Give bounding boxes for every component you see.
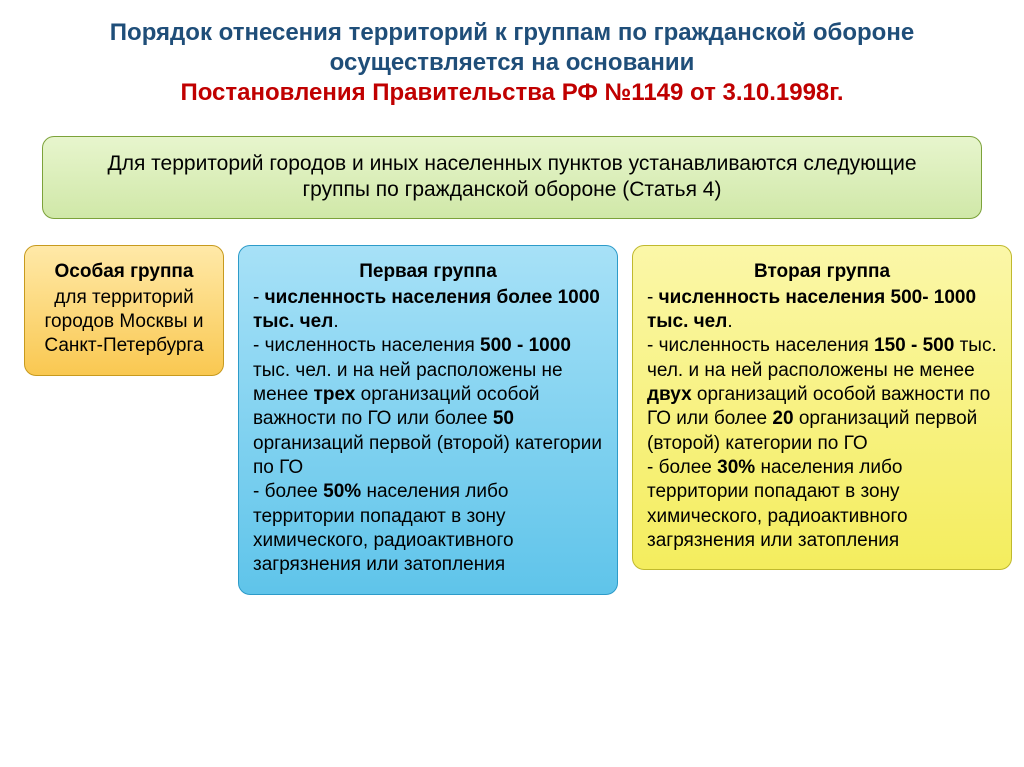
card-second-item-0: - численность населения 500- 1000 тыс. ч… — [647, 286, 997, 335]
cards-row: Особая группа для территорий городов Мос… — [22, 245, 1002, 595]
subtitle-text: Для территорий городов и иных населенных… — [107, 152, 916, 201]
card-first-title: Первая группа — [253, 260, 603, 284]
card-first-item-0: - численность населения более 1000 тыс. … — [253, 286, 603, 335]
card-first-item-1: - численность населения 500 - 1000 тыс. … — [253, 334, 603, 480]
card-second: Вторая группа - численность населения 50… — [632, 245, 1012, 571]
card-first: Первая группа - численность населения бо… — [238, 245, 618, 595]
card-special: Особая группа для территорий городов Мос… — [24, 245, 224, 376]
title-line1: Порядок отнесения территорий к группам п… — [110, 19, 914, 76]
card-second-title: Вторая группа — [647, 260, 997, 284]
card-special-body: для территорий городов Москвы и Санкт-Пе… — [44, 287, 203, 357]
slide-title: Порядок отнесения территорий к группам п… — [22, 18, 1002, 108]
card-first-item-2: - более 50% населения либо территории по… — [253, 480, 603, 577]
card-second-item-2: - более 30% населения либо территории по… — [647, 456, 997, 553]
card-second-item-1: - численность населения 150 - 500 тыс. ч… — [647, 334, 997, 456]
title-line2: Постановления Правительства РФ №1149 от … — [180, 79, 843, 106]
subtitle-box: Для территорий городов и иных населенных… — [42, 136, 982, 219]
card-special-title: Особая группа — [39, 260, 209, 284]
